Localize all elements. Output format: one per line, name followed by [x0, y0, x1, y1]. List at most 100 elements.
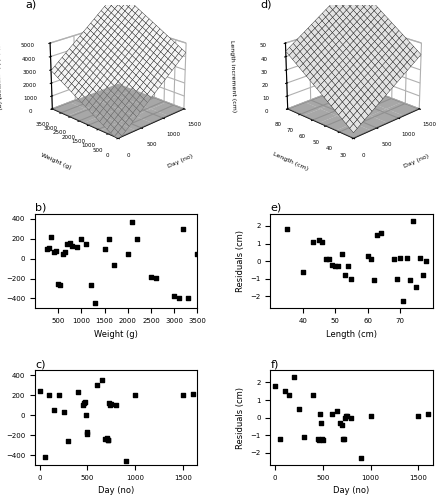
Point — [340, 434, 347, 442]
Point — [342, 412, 349, 420]
Point — [78, 234, 85, 242]
Point — [84, 430, 91, 438]
Point — [295, 405, 302, 413]
Point — [316, 436, 323, 444]
Point — [175, 294, 182, 302]
Y-axis label: Length (cm): Length (cm) — [272, 152, 309, 172]
Point — [371, 276, 378, 284]
Point — [152, 274, 159, 281]
Point — [283, 226, 290, 234]
Point — [55, 391, 62, 399]
Point — [406, 276, 413, 284]
Point — [416, 254, 423, 262]
Point — [420, 271, 427, 279]
Point — [69, 242, 76, 250]
Point — [194, 250, 201, 258]
Point — [403, 254, 410, 262]
Point — [48, 232, 55, 240]
Point — [64, 240, 71, 248]
Point — [319, 436, 326, 444]
Point — [103, 434, 110, 442]
Point — [104, 436, 111, 444]
Point — [133, 234, 140, 242]
Y-axis label: Residuals (cm): Residuals (cm) — [236, 386, 245, 448]
X-axis label: Weight (g): Weight (g) — [94, 330, 138, 339]
Point — [110, 260, 117, 268]
Point — [65, 437, 72, 445]
Text: c): c) — [35, 360, 45, 370]
Point — [343, 412, 350, 420]
Point — [170, 292, 177, 300]
Point — [180, 391, 187, 399]
Y-axis label: Weight (g): Weight (g) — [39, 152, 71, 170]
Point — [364, 252, 371, 260]
Point — [423, 257, 430, 265]
Point — [59, 250, 66, 258]
Point — [132, 391, 139, 399]
X-axis label: Day (no): Day (no) — [167, 154, 194, 170]
Point — [82, 411, 89, 419]
Point — [332, 262, 339, 270]
Point — [189, 390, 196, 398]
Point — [322, 256, 329, 264]
Point — [390, 256, 397, 264]
Point — [180, 224, 187, 232]
Point — [357, 454, 364, 462]
Point — [106, 399, 113, 407]
Point — [57, 280, 64, 288]
Point — [36, 387, 43, 395]
Point — [397, 254, 404, 262]
Point — [300, 433, 307, 441]
Point — [368, 256, 375, 264]
Point — [348, 274, 355, 282]
Point — [94, 381, 101, 389]
Point — [309, 238, 316, 246]
X-axis label: Day (no): Day (no) — [403, 154, 430, 170]
Point — [415, 412, 422, 420]
Point — [73, 242, 80, 250]
Text: e): e) — [271, 203, 281, 213]
Point — [45, 244, 52, 252]
Point — [98, 376, 105, 384]
Point — [55, 280, 62, 287]
Point — [113, 401, 120, 409]
Point — [79, 401, 86, 409]
Point — [271, 382, 278, 390]
Point — [319, 434, 326, 442]
Point — [334, 406, 341, 414]
Point — [393, 274, 400, 282]
Point — [316, 410, 323, 418]
Point — [108, 400, 115, 408]
Point — [41, 453, 48, 461]
Point — [367, 412, 374, 420]
Point — [338, 420, 345, 428]
Point — [147, 272, 154, 280]
Y-axis label: Residuals (cm): Residuals (cm) — [236, 230, 245, 292]
Text: d): d) — [260, 0, 272, 10]
X-axis label: Day (no): Day (no) — [98, 486, 134, 496]
Text: a): a) — [25, 0, 36, 10]
Point — [92, 300, 99, 308]
Point — [338, 250, 345, 258]
X-axis label: Length (cm): Length (cm) — [326, 330, 377, 339]
Point — [51, 406, 58, 414]
Point — [377, 229, 384, 237]
Point — [325, 256, 332, 264]
Point — [413, 284, 420, 292]
Point — [348, 414, 355, 422]
Point — [81, 398, 88, 406]
Point — [105, 436, 112, 444]
Point — [124, 250, 131, 258]
Point — [409, 216, 416, 224]
Point — [101, 435, 108, 443]
X-axis label: Day (no): Day (no) — [333, 486, 370, 496]
Point — [299, 268, 306, 276]
Point — [184, 294, 191, 302]
Point — [101, 244, 108, 252]
Point — [335, 262, 342, 270]
Point — [52, 246, 59, 254]
Point — [87, 280, 94, 288]
Point — [345, 262, 352, 270]
Point — [329, 260, 336, 268]
Point — [83, 428, 90, 436]
